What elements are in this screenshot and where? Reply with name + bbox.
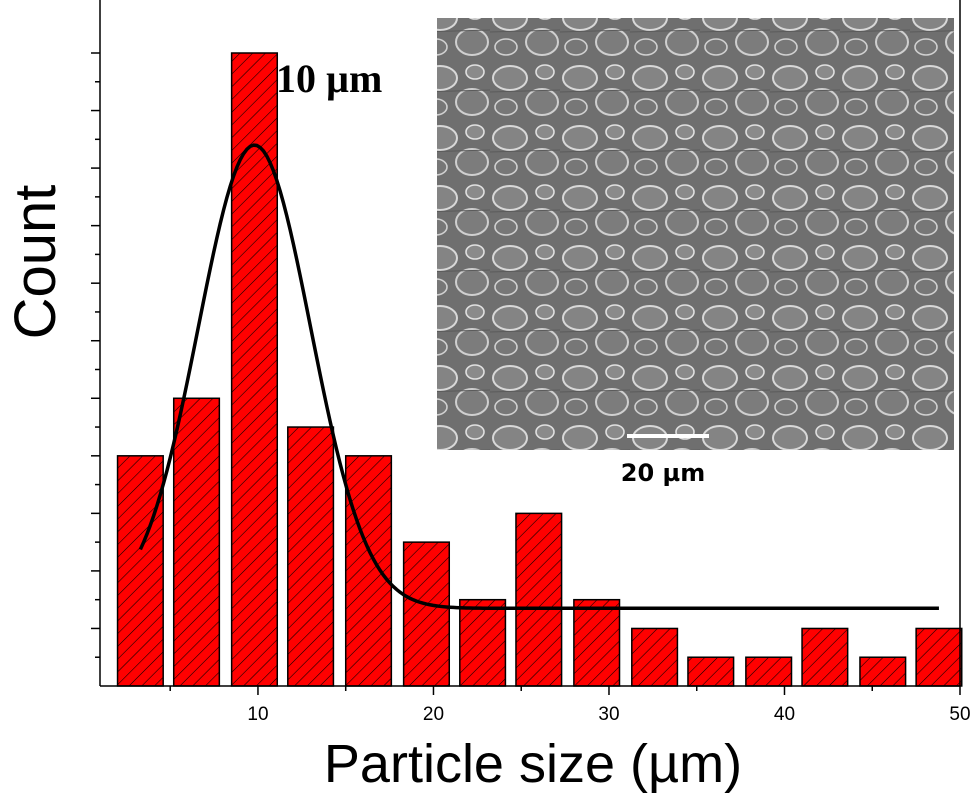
x-tick-label-50: 50 bbox=[949, 704, 970, 725]
histogram-bar-6 bbox=[402, 541, 451, 687]
scale-bar-label: 20 µm bbox=[621, 459, 705, 487]
axis-ticks: 10 20 30 40 50 bbox=[91, 52, 971, 725]
histogram-bar-14 bbox=[859, 656, 907, 687]
histogram-bar-5 bbox=[344, 455, 393, 687]
gaussian-fit-curve bbox=[138, 143, 939, 611]
x-tick-label-10: 10 bbox=[247, 704, 268, 725]
histogram-bar-10 bbox=[631, 627, 679, 687]
histogram-bar-4 bbox=[287, 426, 335, 687]
sem-micrograph-image bbox=[437, 18, 954, 450]
histogram-bar-7 bbox=[459, 598, 507, 687]
peak-annotation: 10 µm bbox=[276, 56, 382, 101]
scale-bar bbox=[627, 434, 709, 438]
histogram-bar-2 bbox=[172, 397, 221, 687]
histogram-bar-9 bbox=[573, 598, 621, 687]
histogram-bar-12 bbox=[745, 656, 793, 687]
histogram-bar-1 bbox=[116, 455, 164, 687]
histogram-bars bbox=[116, 52, 963, 687]
x-tick-label-30: 30 bbox=[598, 704, 619, 725]
histogram-bar-8 bbox=[515, 512, 563, 687]
histogram-bar-13 bbox=[801, 627, 849, 687]
histogram-bar-3 bbox=[230, 52, 279, 687]
x-axis-title: Particle size (µm) bbox=[324, 734, 742, 794]
histogram-bar-15 bbox=[915, 627, 963, 687]
x-tick-label-20: 20 bbox=[423, 704, 444, 725]
histogram-bar-11 bbox=[687, 656, 735, 687]
sem-inset: 20 µm bbox=[437, 18, 954, 487]
x-tick-label-40: 40 bbox=[774, 704, 795, 725]
y-axis-title: Count bbox=[3, 185, 68, 340]
